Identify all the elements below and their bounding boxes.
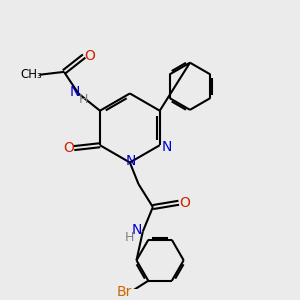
- Text: N: N: [162, 140, 172, 154]
- Text: CH₃: CH₃: [21, 68, 42, 81]
- Text: N: N: [132, 223, 142, 237]
- Text: O: O: [63, 141, 74, 155]
- Text: N: N: [70, 85, 80, 99]
- Text: H: H: [79, 93, 88, 106]
- Text: N: N: [126, 154, 136, 168]
- Text: O: O: [179, 196, 190, 210]
- Text: H: H: [124, 231, 134, 244]
- Text: Br: Br: [117, 285, 132, 299]
- Text: O: O: [85, 49, 95, 63]
